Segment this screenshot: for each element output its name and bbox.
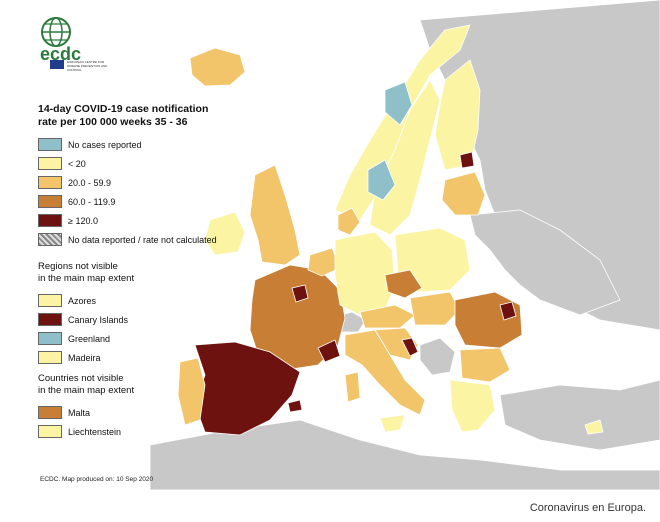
globe-icon: [41, 17, 71, 69]
ecdc-logo: ecdc EUROPEAN CENTRE FOR DISEASE PREVENT…: [36, 14, 116, 84]
benelux: [307, 247, 341, 277]
country-item: Malta: [38, 403, 228, 422]
country-label: Malta: [68, 407, 91, 418]
countries-title-line2: in the main map extent: [38, 385, 135, 396]
logo-small-text: EUROPEAN CENTRE FOR DISEASE PREVENTION A…: [67, 60, 108, 72]
sweden-no-cases: [384, 81, 413, 126]
legend-label: < 20: [68, 158, 86, 169]
region-label: Canary Islands: [68, 314, 129, 325]
legend-item: 20.0 - 59.9: [38, 173, 228, 192]
legend-swatch: [38, 195, 62, 208]
legend-swatch: [38, 157, 62, 170]
legend-item: < 20: [38, 154, 228, 173]
logo-text: ecdc: [40, 44, 82, 64]
sardinia: [344, 371, 361, 403]
region-label: Azores: [68, 295, 97, 306]
region-swatch: [38, 332, 62, 345]
legend-label: ≥ 120.0: [68, 215, 98, 226]
region-item: Madeira: [38, 348, 228, 367]
germany: [334, 231, 396, 316]
france-paris-high: [291, 284, 309, 303]
sweden: [369, 79, 441, 236]
denmark: [337, 207, 361, 236]
country-swatch: [38, 406, 62, 419]
hungary-slovakia: [409, 291, 461, 326]
sweden-no-cases-south: [367, 159, 396, 201]
romania-high: [499, 301, 517, 321]
greece: [449, 379, 496, 433]
belarus-ukraine-region: [469, 209, 621, 316]
france-south-high: [317, 339, 341, 363]
legend-item: 60.0 - 119.9: [38, 192, 228, 211]
italy: [344, 329, 426, 416]
balkan-nonreporting: [419, 337, 456, 376]
ireland: [204, 211, 246, 256]
romania: [454, 291, 523, 349]
region-swatch: [38, 294, 62, 307]
countries-title: Countries not visible in the main map ex…: [38, 373, 228, 397]
region-item: Greenland: [38, 329, 228, 348]
cyprus: [584, 419, 604, 435]
estonia-high: [459, 151, 475, 169]
region-item: Azores: [38, 291, 228, 310]
country-swatch: [38, 425, 62, 438]
image-caption: Coronavirus en Europa.: [529, 502, 646, 514]
region-item: Canary Islands: [38, 310, 228, 329]
legend-label: 60.0 - 119.9: [68, 196, 116, 207]
countries-title-line1: Countries not visible: [38, 373, 124, 384]
czechia: [384, 269, 423, 299]
country-label: Liechtenstein: [68, 426, 122, 437]
portugal: [177, 357, 206, 426]
region-label: Greenland: [68, 333, 111, 344]
great-britain: [249, 164, 301, 266]
austria: [359, 304, 416, 329]
legend-item: ≥ 120.0: [38, 211, 228, 230]
croatia-high: [401, 337, 419, 357]
regions-title-line2: in the main map extent: [38, 273, 135, 284]
legend-swatch: [38, 138, 62, 151]
region-swatch: [38, 351, 62, 364]
balearic: [287, 399, 303, 413]
region-label: Madeira: [68, 352, 101, 363]
legend-item: No cases reported: [38, 135, 228, 154]
regions-title: Regions not visible in the main map exte…: [38, 261, 228, 285]
finland: [434, 59, 481, 171]
legend-title-line2: rate per 100 000 weeks 35 - 36: [38, 116, 188, 128]
map-legend: 14-day COVID-19 case notification rate p…: [38, 103, 228, 441]
bulgaria: [459, 347, 511, 383]
regions-title-line1: Regions not visible: [38, 261, 118, 272]
europe-map: [149, 0, 660, 490]
map-production-note: ECDC. Map produced on: 10 Sep 2020: [40, 476, 154, 483]
legend-item: No data reported / rate not calculated: [38, 230, 228, 249]
legend-swatch: [38, 214, 62, 227]
sicily: [379, 414, 406, 433]
legend-title-line1: 14-day COVID-19 case notification: [38, 103, 209, 115]
legend-swatch: [38, 176, 62, 189]
region-swatch: [38, 313, 62, 326]
turkey-region: [499, 379, 660, 451]
legend-swatch-hatched: [38, 233, 62, 246]
country-item: Liechtenstein: [38, 422, 228, 441]
baltics: [441, 171, 486, 216]
legend-label: No cases reported: [68, 139, 142, 150]
north-africa-region: [149, 419, 660, 490]
legend-label: No data reported / rate not calculated: [68, 234, 217, 245]
iceland: [189, 47, 246, 87]
legend-label: 20.0 - 59.9: [68, 177, 112, 188]
map-frame: ecdc EUROPEAN CENTRE FOR DISEASE PREVENT…: [36, 0, 660, 490]
